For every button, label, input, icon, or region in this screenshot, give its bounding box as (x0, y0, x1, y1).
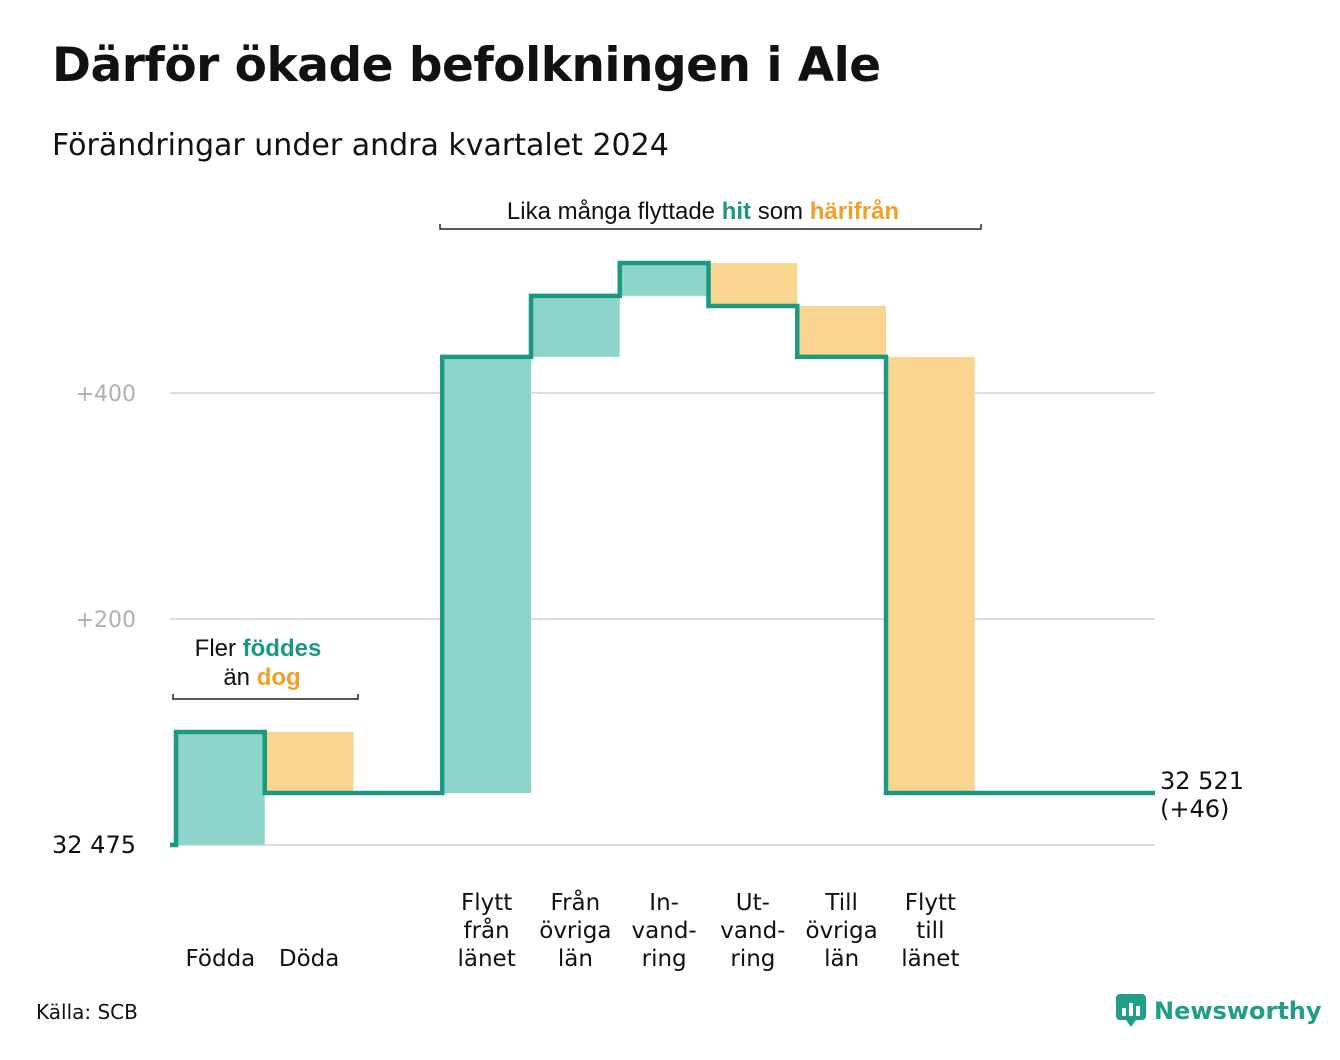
waterfall-bar (886, 356, 975, 794)
chart-title: Därför ökade befolkningen i Ale (52, 38, 881, 93)
waterfall-bar (176, 732, 265, 845)
end-change-label: (+46) (1160, 795, 1229, 823)
category-label: Ut- (736, 890, 770, 916)
waterfall-bar (264, 732, 354, 794)
category-label: länet (901, 946, 959, 972)
category-label: In- (649, 890, 679, 916)
waterfall-bar (708, 263, 798, 306)
migration-annotation-part: härifrån (810, 198, 899, 225)
births-bracket (172, 694, 359, 700)
category-label: till (916, 918, 944, 944)
waterfall-bar (442, 356, 531, 794)
waterfall-bar (619, 263, 709, 296)
source-note: Källa: SCB (36, 1000, 138, 1024)
start-value-label: 32 475 (52, 831, 136, 859)
category-label: övriga (539, 918, 611, 944)
category-label: ring (642, 946, 687, 972)
category-label: Flytt (461, 890, 512, 916)
category-label: Flytt (905, 890, 956, 916)
births-annotation-line2-part: dog (257, 664, 301, 691)
y-tick-label: +200 (76, 608, 136, 633)
waterfall-bar (531, 295, 620, 357)
category-label: Döda (279, 946, 339, 972)
category-label: ring (730, 946, 775, 972)
newsworthy-logo-icon (1116, 994, 1146, 1027)
migration-bracket (439, 224, 982, 230)
births-annotation-line2-part: än (223, 664, 256, 691)
births-annotation-line1-part: föddes (243, 635, 322, 662)
category-label: länet (458, 946, 516, 972)
births-annotation-line1: Fler föddes (195, 635, 322, 662)
category-label: Till (824, 890, 858, 916)
waterfall-bar (797, 305, 886, 357)
births-annotation-line2: än dog (223, 664, 300, 691)
brand-name: Newsworthy (1154, 997, 1322, 1025)
category-label: övriga (806, 918, 878, 944)
category-label: Från (551, 888, 601, 916)
category-label: vand- (720, 918, 785, 944)
category-label: län (824, 946, 859, 972)
brand-logo: Newsworthy (1116, 994, 1322, 1028)
end-value-label: 32 521 (1160, 767, 1244, 795)
births-annotation-line1-part: Fler (195, 635, 243, 662)
category-label: län (558, 946, 593, 972)
y-tick-label: +400 (76, 382, 136, 407)
category-label: från (464, 916, 510, 944)
migration-annotation-part: hit (722, 198, 751, 225)
migration-annotation-part: Lika många flyttade (507, 198, 722, 225)
category-label: Födda (185, 946, 255, 972)
migration-annotation: Lika många flyttade hit som härifrån (507, 198, 899, 225)
step-line (170, 260, 1155, 848)
chart-subtitle: Förändringar under andra kvartalet 2024 (52, 128, 669, 163)
migration-annotation-part: som (751, 198, 810, 225)
category-label: vand- (632, 918, 697, 944)
